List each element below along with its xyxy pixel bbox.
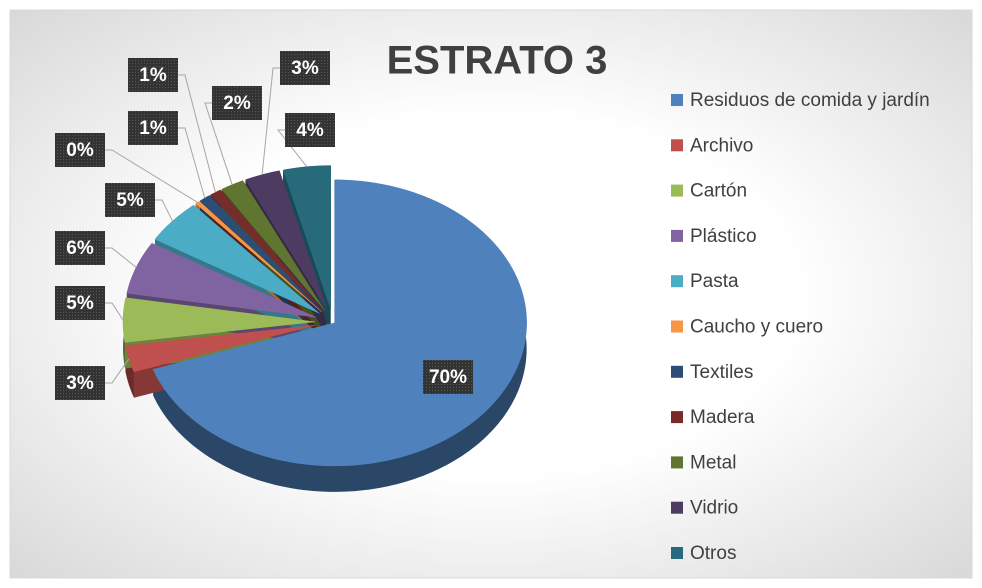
data-label-box — [55, 286, 105, 320]
data-label-box — [55, 133, 105, 167]
legend-label: Textiles — [690, 362, 753, 383]
legend-label: Pasta — [690, 271, 739, 292]
data-label-box — [212, 86, 262, 120]
legend: Residuos de comida y jardín Archivo Cartón… — [671, 90, 930, 564]
leader-line — [175, 74, 216, 193]
legend-swatch — [671, 94, 683, 106]
legend-label: Caucho y cuero — [690, 317, 823, 338]
data-label-box — [128, 111, 178, 145]
data-label-box — [55, 366, 105, 400]
legend-label: Archivo — [690, 135, 753, 156]
leader-line — [152, 199, 173, 222]
legend-label: Residuos de comida y jardín — [690, 90, 930, 111]
data-label: 5% — [116, 190, 144, 211]
slice — [122, 297, 316, 343]
legend-swatch — [671, 547, 683, 559]
slice — [154, 204, 320, 314]
data-label-box — [55, 231, 105, 265]
labels: 70% 3% 5% 6% 5% 0% 1% 1% 2% 3% 4% — [55, 51, 473, 400]
legend-swatch — [671, 365, 683, 378]
legend-swatch — [671, 501, 683, 514]
data-label-box — [128, 58, 178, 92]
legend-swatch — [671, 275, 683, 288]
legend-swatch — [671, 229, 683, 242]
slice — [282, 165, 332, 309]
data-label-box — [280, 51, 330, 85]
leader-line — [276, 129, 308, 168]
leader-line — [175, 127, 206, 199]
slice — [152, 179, 527, 467]
leader-line — [102, 302, 124, 321]
leader-line — [102, 149, 198, 203]
data-label: 3% — [291, 58, 319, 79]
legend-label: Cartón — [690, 181, 747, 202]
data-label: 1% — [139, 65, 167, 86]
legend-label: Plástico — [690, 226, 757, 247]
legend-label: Madera — [690, 407, 755, 428]
legend-swatch — [671, 184, 683, 197]
chart-title: ESTRATO 3 — [387, 39, 608, 83]
legend-swatch — [671, 456, 683, 469]
leader-line — [261, 67, 283, 175]
data-label: 2% — [223, 93, 251, 114]
legend-label: Metal — [690, 452, 736, 473]
legend-label: Vidrio — [690, 498, 738, 519]
legend-label: Otros — [690, 543, 736, 564]
tops — [122, 165, 527, 467]
legend-swatch — [671, 320, 683, 333]
data-label: 4% — [296, 120, 324, 141]
legend-swatch — [671, 139, 683, 152]
leader-line — [102, 358, 130, 384]
data-label: 5% — [66, 293, 94, 314]
data-label-box — [285, 113, 335, 147]
data-label: 1% — [139, 118, 167, 139]
data-label-box — [423, 360, 473, 394]
data-label: 0% — [66, 140, 94, 161]
data-label: 3% — [66, 373, 94, 394]
data-label: 70% — [429, 367, 467, 388]
legend-swatch — [671, 411, 683, 424]
leader-line — [204, 102, 233, 185]
data-label: 6% — [66, 238, 94, 259]
data-label-box — [105, 183, 155, 217]
leader-line — [102, 247, 137, 268]
